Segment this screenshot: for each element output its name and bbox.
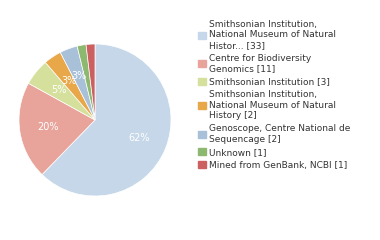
Text: 5%: 5% [51, 85, 66, 95]
Text: 20%: 20% [38, 122, 59, 132]
Wedge shape [77, 45, 95, 120]
Wedge shape [86, 44, 95, 120]
Wedge shape [19, 83, 95, 174]
Wedge shape [42, 44, 171, 196]
Wedge shape [28, 62, 95, 120]
Text: 3%: 3% [71, 71, 86, 81]
Wedge shape [60, 46, 95, 120]
Wedge shape [45, 52, 95, 120]
Text: 3%: 3% [61, 76, 76, 86]
Legend: Smithsonian Institution,
National Museum of Natural
Histor... [33], Centre for B: Smithsonian Institution, National Museum… [198, 20, 350, 170]
Text: 62%: 62% [128, 133, 149, 143]
